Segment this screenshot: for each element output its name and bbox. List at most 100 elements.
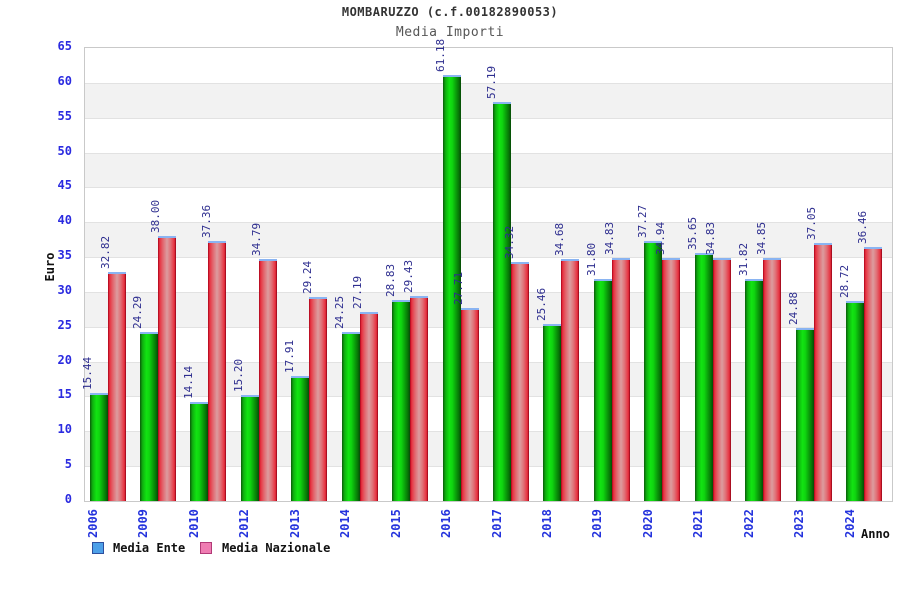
bar-media-ente-2015 [392,300,411,501]
y-tick-label: 10 [57,422,72,437]
bar-media-nazionale-2006 [107,272,126,501]
y-tick-label: 5 [64,457,72,472]
bar-media-nazionale-2024 [864,246,883,501]
bar-media-ente-2022 [745,279,764,501]
bar-media-ente-2019 [593,279,612,501]
bar-media-ente-2013 [291,376,310,501]
year-text: 2022 [741,509,756,538]
bar-value-text: 34.32 [502,225,516,259]
y-tick-label: 25 [57,317,72,332]
x-axis-label: Anno [861,527,890,541]
bar-value-text: 61.18 [434,38,448,72]
plot-band-gray [85,82,892,118]
bar-value-text: 35.65 [686,216,700,250]
bar-value-text: 31.80 [585,243,599,277]
year-text: 2017 [489,509,504,538]
bar-value-text: 31.82 [736,243,750,277]
bar-media-nazionale-2020 [662,257,681,501]
bar-media-ente-2009 [139,331,158,501]
y-tick-label: 50 [57,143,72,158]
y-tick-label: 35 [57,248,72,263]
bar-media-nazionale-2017 [511,261,529,501]
legend-label: Media Nazionale [222,541,331,555]
bar-value-text: 24.88 [787,291,801,325]
plot-band-gray [85,152,892,188]
y-tick-label: 40 [57,213,72,228]
bar-value-text: 36.46 [855,210,869,244]
year-text: 2021 [691,509,706,538]
bar-media-ente-2018 [543,323,562,501]
bar-value-text: 24.25 [333,295,347,329]
bar-value-text: 17.91 [282,340,296,374]
year-text: 2023 [792,509,807,538]
bar-value-text: 37.36 [199,204,213,238]
plot-area: 15.44 24.29 14.14 15.20 17.91 24.25 28.83 61.18… [81,39,893,502]
y-tick-label: 0 [64,492,72,506]
year-text: 2016 [439,509,454,538]
bar-media-ente-2012 [240,395,259,501]
bar-value-text: 14.14 [181,366,195,400]
y-tick-label: 20 [57,352,72,367]
year-text: 2018 [539,509,554,538]
bar-value-text: 24.29 [131,295,145,329]
year-text: 2019 [590,509,605,538]
y-tick-label: 65 [57,39,72,53]
bar-media-ente-2014 [341,332,360,501]
year-text: 2020 [640,509,655,538]
bar-value-text: 37.05 [805,206,819,240]
bar-value-text: 34.68 [552,223,566,257]
bar-media-nazionale-2009 [157,236,176,501]
bar-media-nazionale-2015 [410,295,429,501]
bar-value-text: 27.19 [351,275,365,309]
bar-media-ente-2024 [846,300,865,501]
legend-swatch-media-ente [92,542,104,554]
bar-value-text: 25.46 [534,287,548,321]
y-tick-label: 45 [57,178,72,193]
bar-value-text: 28.83 [383,263,397,298]
bar-value-text: 34.94 [653,221,667,255]
year-text: 2006 [86,509,100,538]
year-text: 2014 [338,509,353,538]
year-text: 2013 [287,509,302,538]
year-text: 2010 [186,509,201,538]
bar-value-text: 34.83 [603,222,617,256]
bar-value-text: 38.00 [149,200,163,234]
bar-media-nazionale-2021 [712,258,731,501]
bar-media-nazionale-2013 [309,297,328,501]
bar-media-ente-2010 [190,402,209,501]
bar-value-text: 32.82 [99,236,112,270]
bar-media-nazionale-2019 [611,258,630,501]
bar-media-nazionale-2014 [359,311,378,501]
plot-band-white [85,117,892,153]
legend-swatch-media-nazionale [200,542,212,554]
bar-value-text: 34.79 [250,222,264,256]
bar-value-text: 15.20 [232,358,246,393]
bar-value-text: 34.83 [704,222,718,256]
bar-media-ente-2021 [694,252,713,501]
plot-band-white [85,187,892,223]
bar-media-nazionale-2016 [460,307,479,501]
legend-label: Media Ente [113,541,186,555]
bar-value-text: 29.24 [300,261,314,295]
bar-media-nazionale-2010 [208,240,227,501]
plot-band-white [85,48,892,83]
bar-value-text: 57.19 [484,66,498,100]
chart-subtitle: Media Importi [395,25,505,40]
bar-media-ente-2006 [89,393,108,501]
bar-media-ente-2020 [644,241,663,501]
y-tick-label: 60 [57,73,72,88]
y-tick-label: 15 [57,387,72,402]
bar-media-ente-2017 [493,102,511,501]
year-text: 2024 [842,509,857,538]
bar-media-nazionale-2022 [763,258,782,501]
bar-media-ente-2023 [795,327,814,501]
year-text: 2009 [136,509,151,538]
bar-value-text: 34.85 [754,222,768,256]
year-text: 2012 [237,509,252,538]
chart-title: MOMBARUZZO (c.f.00182890053) [341,5,559,19]
bar-media-nazionale-2018 [561,259,580,501]
bar-media-nazionale-2023 [813,242,832,501]
bar-value-text: 27.71 [452,271,466,305]
bar-value-text: 15.44 [81,357,94,391]
